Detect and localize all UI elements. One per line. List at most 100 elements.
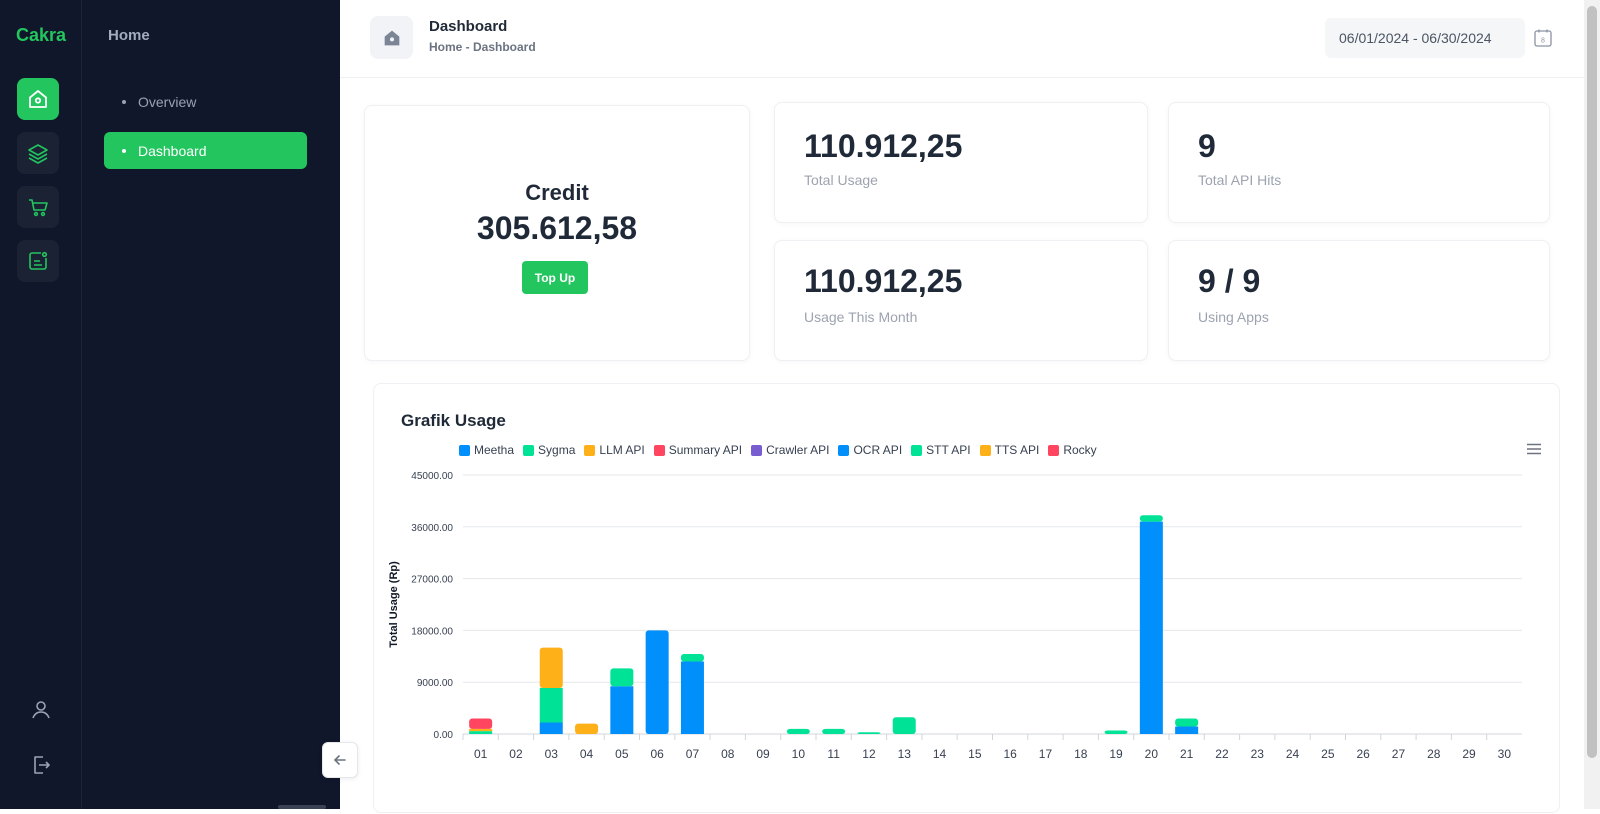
x-tick-label: 06 xyxy=(650,747,664,761)
rail-home-button[interactable] xyxy=(17,78,59,120)
bar-segment-meetha xyxy=(1139,521,1163,734)
sidebar-title: Home xyxy=(108,27,150,44)
x-tick-label: 10 xyxy=(792,747,806,761)
y-tick-label: 9000.00 xyxy=(417,678,454,689)
calendar-icon[interactable]: 8 xyxy=(1532,27,1554,49)
page-scrollbar-thumb[interactable] xyxy=(1587,6,1597,758)
stat-value: 9 / 9 xyxy=(1198,263,1261,299)
credit-value: 305.612,58 xyxy=(476,210,638,246)
sidebar-collapse-button[interactable] xyxy=(322,742,358,778)
x-tick-label: 13 xyxy=(898,747,912,761)
bar-segment-sygma xyxy=(892,717,916,734)
legend-swatch xyxy=(979,444,991,456)
bar-segment-llm-api xyxy=(469,728,493,732)
bar-segment-sygma xyxy=(786,728,810,734)
brand-logo[interactable]: Cakra xyxy=(16,25,67,45)
bar-segment-meetha xyxy=(645,630,669,734)
x-tick-label: 22 xyxy=(1215,747,1229,761)
bar-segment-summary-api xyxy=(469,718,493,729)
y-tick-label: 0.00 xyxy=(434,730,454,741)
legend-label: Rocky xyxy=(1063,443,1097,457)
legend-item[interactable]: STT API xyxy=(911,443,971,457)
y-tick-label: 27000.00 xyxy=(411,575,453,586)
rail-user-button[interactable] xyxy=(24,693,58,727)
legend-item[interactable]: TTS API xyxy=(979,443,1040,457)
rail-logout-button[interactable] xyxy=(24,748,58,782)
legend-swatch xyxy=(584,444,596,456)
rail-layers-button[interactable] xyxy=(17,132,59,174)
sidebar-item-dashboard[interactable]: Dashboard xyxy=(104,132,307,169)
x-tick-label: 21 xyxy=(1180,747,1194,761)
chart-title: Grafik Usage xyxy=(401,411,506,430)
stat-value: 110.912,25 xyxy=(804,263,963,299)
legend-swatch xyxy=(1048,444,1060,456)
stat-card-total-usage: 110.912,25 Total Usage xyxy=(774,102,1148,223)
x-tick-label: 19 xyxy=(1109,747,1123,761)
x-tick-label: 26 xyxy=(1356,747,1370,761)
logout-icon xyxy=(34,756,50,774)
usage-chart-card: Grafik Usage Meetha Sygma LLM API Summary A… xyxy=(373,383,1560,813)
x-tick-label: 28 xyxy=(1427,747,1441,761)
y-tick-label: 45000.00 xyxy=(411,471,453,482)
rail-cart-button[interactable] xyxy=(17,186,59,228)
legend-label: Meetha xyxy=(474,443,515,457)
x-tick-label: 25 xyxy=(1321,747,1335,761)
legend-item[interactable]: OCR API xyxy=(838,443,902,457)
legend-swatch xyxy=(838,444,850,456)
bar-segment-sygma xyxy=(1175,718,1199,727)
legend-label: OCR API xyxy=(853,443,903,457)
sidebar-scrollbar[interactable] xyxy=(278,805,326,809)
user-icon xyxy=(32,701,50,719)
date-range-picker[interactable]: 06/01/2024 - 06/30/2024 xyxy=(1325,18,1525,58)
legend-item[interactable]: Crawler API xyxy=(751,443,829,457)
bar-segment-meetha xyxy=(610,686,634,734)
legend-item[interactable]: Summary API xyxy=(653,443,743,457)
x-tick-label: 12 xyxy=(862,747,876,761)
chart-menu-icon[interactable] xyxy=(1526,443,1542,455)
chart-legend: Meetha Sygma LLM API Summary API Crawler API… xyxy=(459,443,1106,457)
x-tick-label: 16 xyxy=(1003,747,1017,761)
legend-label: Crawler API xyxy=(766,443,830,457)
x-tick-label: 09 xyxy=(756,747,770,761)
bar-segment-sygma xyxy=(1104,730,1128,734)
x-tick-label: 03 xyxy=(545,747,559,761)
legend-item[interactable]: Sygma xyxy=(523,443,575,457)
x-tick-label: 01 xyxy=(474,747,488,761)
x-tick-label: 11 xyxy=(827,747,840,761)
sidebar-item-overview[interactable]: Overview xyxy=(104,83,307,120)
breadcrumb[interactable]: Home - Dashboard xyxy=(429,40,536,54)
home-icon xyxy=(384,30,399,45)
x-tick-label: 20 xyxy=(1145,747,1159,761)
x-tick-label: 24 xyxy=(1286,747,1300,761)
bar-segment-sygma xyxy=(539,687,563,723)
header-home-button[interactable] xyxy=(370,16,413,59)
x-tick-label: 02 xyxy=(509,747,523,761)
legend-label: Summary API xyxy=(668,443,743,457)
stat-label: Total Usage xyxy=(804,172,878,188)
stat-card-usage-this-month: 110.912,25 Usage This Month xyxy=(774,240,1148,361)
stat-label: Usage This Month xyxy=(804,309,918,325)
rail-report-button[interactable] xyxy=(17,240,59,282)
y-axis-label: Total Usage (Rp) xyxy=(388,561,400,648)
legend-item[interactable]: LLM API xyxy=(584,443,645,457)
legend-item[interactable]: Rocky xyxy=(1048,443,1097,457)
x-tick-label: 14 xyxy=(933,747,947,761)
y-tick-label: 18000.00 xyxy=(411,626,453,637)
x-tick-label: 30 xyxy=(1498,747,1512,761)
legend-item[interactable]: Meetha xyxy=(459,443,514,457)
bar-segment-meetha xyxy=(680,661,704,734)
stat-label: Using Apps xyxy=(1198,309,1269,325)
sidebar-panel: Home Overview Dashboard xyxy=(82,0,340,809)
x-tick-label: 07 xyxy=(686,747,700,761)
page-title: Dashboard xyxy=(429,18,508,35)
sidebar-item-label: Dashboard xyxy=(138,142,207,159)
bar-segment-sygma xyxy=(610,668,634,687)
legend-swatch xyxy=(653,444,665,456)
bar-segment-sygma xyxy=(857,732,881,734)
top-up-button[interactable]: Top Up xyxy=(522,261,588,294)
stat-value: 9 xyxy=(1198,128,1216,164)
legend-label: TTS API xyxy=(994,443,1040,457)
legend-swatch xyxy=(751,444,763,456)
usage-chart: 0.00 9000.00 18000.00 27000.00 36000.00 45000… xyxy=(388,471,1522,761)
credit-title: Credit xyxy=(525,180,589,205)
